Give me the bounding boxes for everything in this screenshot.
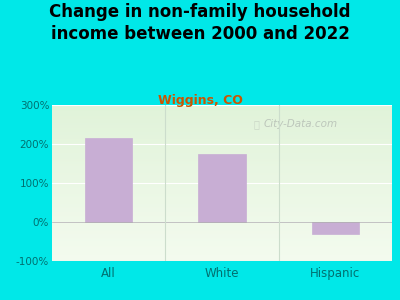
Text: Change in non-family household
income between 2000 and 2022: Change in non-family household income be… [49, 3, 351, 43]
Bar [85, 138, 132, 222]
Text: 🔍: 🔍 [253, 119, 259, 129]
Text: City-Data.com: City-Data.com [263, 119, 337, 129]
Bar [312, 222, 359, 234]
Text: Wiggins, CO: Wiggins, CO [158, 94, 242, 107]
Bar [198, 154, 246, 222]
